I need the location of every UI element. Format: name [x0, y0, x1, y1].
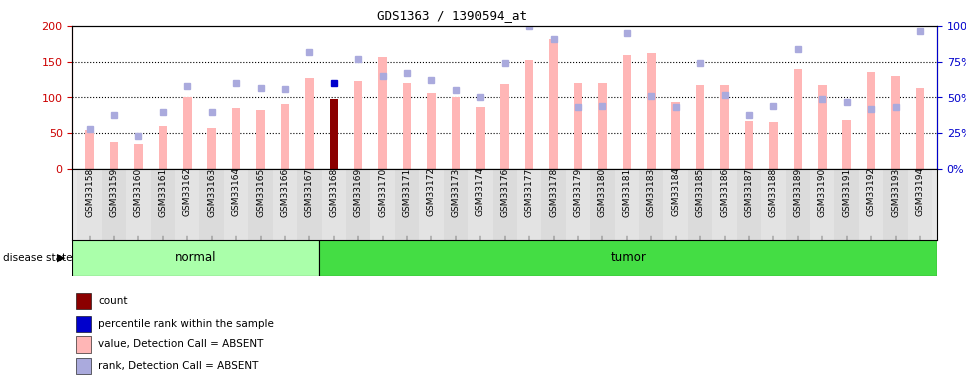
Bar	[151, 169, 175, 240]
Bar	[443, 169, 469, 240]
Bar	[110, 142, 118, 169]
Bar	[721, 86, 728, 169]
Bar	[101, 169, 127, 240]
Bar	[127, 169, 151, 240]
Text: count: count	[99, 296, 128, 306]
Bar	[76, 358, 91, 374]
Bar	[671, 102, 680, 169]
Bar	[346, 169, 370, 240]
Bar	[769, 122, 778, 169]
Bar	[493, 169, 517, 240]
Bar	[622, 55, 631, 169]
Bar	[224, 169, 248, 240]
Bar	[77, 169, 101, 240]
Bar	[256, 110, 265, 169]
Bar	[354, 81, 362, 169]
Bar	[158, 126, 167, 169]
Text: disease state: disease state	[3, 253, 72, 262]
Bar	[272, 169, 298, 240]
Bar	[639, 169, 664, 240]
Bar	[883, 169, 908, 240]
Bar	[298, 169, 322, 240]
Bar	[175, 169, 199, 240]
Bar	[370, 169, 395, 240]
Text: value, Detection Call = ABSENT: value, Detection Call = ABSENT	[99, 339, 264, 350]
Bar	[761, 169, 785, 240]
Bar	[835, 169, 859, 240]
Bar	[688, 169, 712, 240]
Bar	[199, 169, 224, 240]
Bar	[614, 169, 639, 240]
Bar	[76, 316, 91, 332]
Bar	[403, 82, 412, 169]
Bar	[916, 88, 924, 169]
Bar	[76, 336, 91, 352]
Text: tumor: tumor	[611, 251, 646, 264]
Bar	[517, 169, 541, 240]
Bar	[525, 60, 533, 169]
Bar	[647, 53, 656, 169]
Bar	[248, 169, 272, 240]
Bar	[566, 169, 590, 240]
Bar	[208, 128, 216, 169]
Bar	[281, 104, 289, 169]
Bar	[859, 169, 883, 240]
Bar	[541, 169, 566, 240]
Bar	[322, 169, 346, 240]
Text: rank, Detection Call = ABSENT: rank, Detection Call = ABSENT	[99, 361, 259, 371]
Text: ▶: ▶	[57, 253, 66, 262]
Bar	[598, 82, 607, 169]
Bar	[305, 78, 314, 169]
Bar	[842, 120, 851, 169]
Bar	[745, 121, 753, 169]
Text: percentile rank within the sample: percentile rank within the sample	[99, 319, 274, 329]
Bar	[452, 97, 460, 169]
Bar	[72, 240, 320, 276]
Bar	[892, 76, 899, 169]
Text: GDS1363 / 1390594_at: GDS1363 / 1390594_at	[377, 9, 526, 22]
Bar	[134, 144, 143, 169]
Bar	[737, 169, 761, 240]
Bar	[395, 169, 419, 240]
Bar	[427, 93, 436, 169]
Bar	[320, 240, 937, 276]
Bar	[908, 169, 932, 240]
Bar	[469, 169, 493, 240]
Bar	[810, 169, 835, 240]
Bar	[664, 169, 688, 240]
Bar	[76, 293, 91, 309]
Bar	[550, 39, 557, 169]
Bar	[696, 85, 704, 169]
Bar	[793, 69, 802, 169]
Bar	[419, 169, 443, 240]
Bar	[232, 108, 241, 169]
Bar	[379, 57, 387, 169]
Bar	[574, 82, 582, 169]
Text: normal: normal	[175, 251, 216, 264]
Bar	[476, 107, 485, 169]
Bar	[183, 98, 191, 169]
Bar	[867, 72, 875, 169]
Bar	[85, 129, 94, 169]
Bar	[818, 85, 827, 169]
Bar	[712, 169, 737, 240]
Bar	[329, 99, 338, 169]
Bar	[590, 169, 614, 240]
Bar	[500, 84, 509, 169]
Bar	[785, 169, 810, 240]
